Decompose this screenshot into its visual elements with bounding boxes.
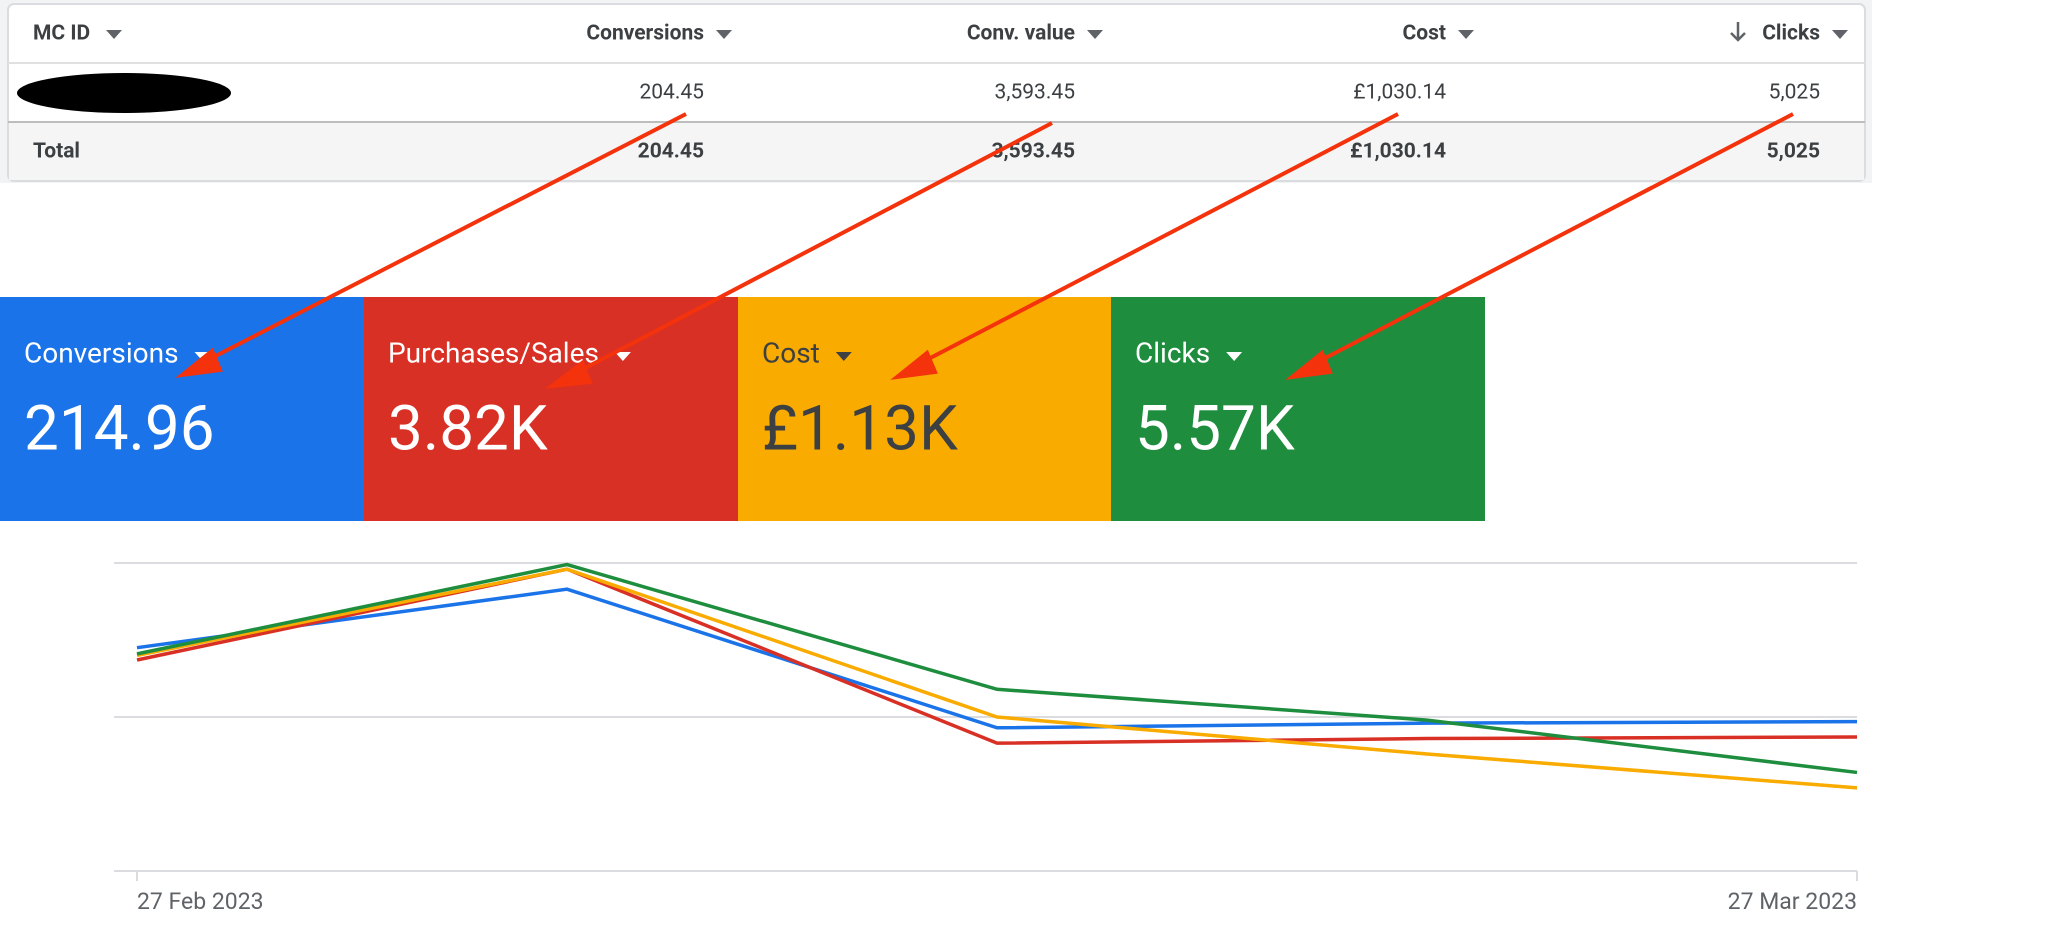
dropdown-caret[interactable] — [835, 352, 852, 361]
column-header[interactable]: Cost — [1403, 22, 1447, 46]
table-cell: £1,030.14 — [1353, 81, 1446, 105]
series-line — [136, 562, 1858, 775]
x-tick-label: 27 Feb 2023 — [137, 888, 264, 915]
total-row-bg — [9, 122, 1864, 180]
x-tick-label: 27 Mar 2023 — [1728, 888, 1857, 915]
table-cell: 3,593.45 — [995, 81, 1075, 105]
dropdown-caret[interactable] — [106, 30, 122, 39]
dropdown-caret[interactable] — [716, 30, 732, 39]
metric-label: Cost — [762, 336, 820, 369]
metric-value: 5.57K — [1135, 392, 1295, 465]
column-header[interactable]: Conv. value — [967, 22, 1075, 46]
dropdown-caret[interactable] — [1458, 30, 1474, 39]
metric-card[interactable] — [364, 297, 738, 521]
arrow-head — [545, 359, 593, 389]
metric-card[interactable] — [1111, 297, 1485, 521]
column-header[interactable]: MC ID — [33, 22, 90, 46]
arrow-head — [890, 349, 938, 380]
dropdown-caret[interactable] — [614, 352, 631, 361]
arrow-head — [175, 347, 223, 378]
arrow-head — [1285, 349, 1333, 380]
metric-label: Clicks — [1135, 336, 1210, 369]
metric-value: 214.96 — [24, 392, 215, 465]
arrow — [199, 112, 687, 366]
arrow — [914, 112, 1399, 368]
arrow — [1309, 112, 1794, 368]
sort-icon — [1730, 22, 1746, 42]
total-label: Total — [33, 140, 80, 164]
series-line — [136, 587, 1858, 730]
metric-label: Conversions — [24, 336, 179, 369]
series-line — [136, 567, 1858, 790]
arrow — [569, 121, 1053, 378]
column-header[interactable]: Clicks — [1762, 22, 1820, 46]
metric-label: Purchases/Sales — [388, 336, 599, 369]
total-cell: 5,025 — [1767, 140, 1820, 164]
redacted-id — [17, 73, 231, 113]
table-cell: 204.45 — [639, 81, 704, 105]
dropdown-caret[interactable] — [1832, 30, 1848, 39]
metric-card[interactable] — [0, 297, 364, 521]
total-cell: 3,593.45 — [991, 140, 1075, 164]
column-header[interactable]: Conversions — [586, 22, 704, 46]
annotation-arrows — [175, 112, 1794, 389]
total-cell: 204.45 — [638, 140, 704, 164]
metric-card[interactable] — [738, 297, 1111, 521]
metric-value: 3.82K — [388, 392, 548, 465]
dropdown-caret[interactable] — [1087, 30, 1103, 39]
dropdown-caret[interactable] — [1226, 352, 1243, 361]
table-cell: 5,025 — [1769, 81, 1820, 105]
metric-value: £1.13K — [762, 392, 958, 465]
total-cell: £1,030.14 — [1350, 140, 1446, 164]
